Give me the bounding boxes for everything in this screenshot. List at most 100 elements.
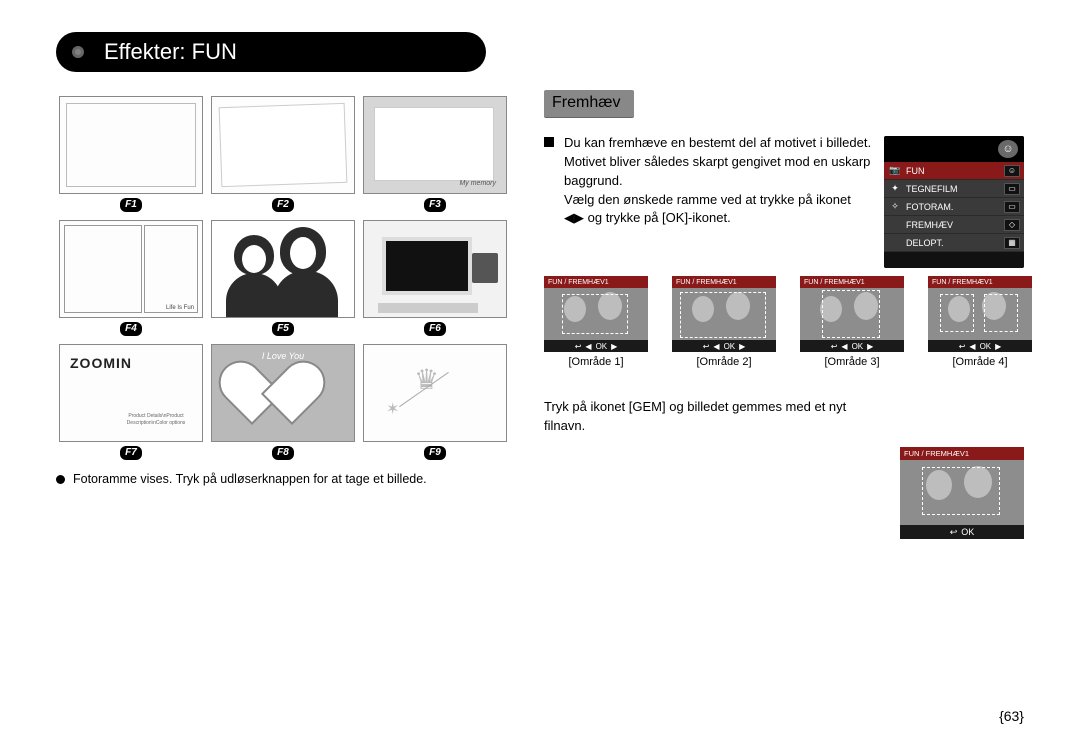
frame-label: F4 bbox=[120, 322, 142, 336]
highlight-box bbox=[940, 294, 974, 332]
preview-image: FUN / FREMHÆV1 ↩ ◀ OK ▶ bbox=[800, 276, 904, 352]
frame-label: F1 bbox=[120, 198, 142, 212]
menu-item-delopt[interactable]: DELOPT. ▦ bbox=[884, 234, 1024, 252]
save-note-text: Tryk på ikonet [GEM] og billedet gemmes … bbox=[544, 398, 884, 436]
section-heading: Fremhæv bbox=[544, 90, 634, 118]
frame-f1: F1 bbox=[56, 90, 206, 212]
frame-label: F8 bbox=[272, 446, 294, 460]
ok-label: OK bbox=[980, 342, 992, 351]
back-icon: ↩ bbox=[831, 342, 838, 351]
frame-f3: My memory F3 bbox=[360, 90, 510, 212]
ok-label: OK bbox=[724, 342, 736, 351]
ok-label: OK bbox=[961, 527, 974, 537]
page-number: {63} bbox=[999, 708, 1024, 724]
ok-label: OK bbox=[596, 342, 608, 351]
preview-4: FUN / FREMHÆV1 ↩ ◀ OK ▶ [Område 4] bbox=[928, 276, 1032, 368]
preview-image: FUN / FREMHÆV1 ↩ ◀ OK ▶ bbox=[672, 276, 776, 352]
frame-f6: F6 bbox=[360, 214, 510, 336]
left-column: F1 F2 My memory F3 Life Is Fun F4 bbox=[56, 90, 510, 486]
frame-label: F3 bbox=[424, 198, 446, 212]
frame-label: F7 bbox=[120, 446, 142, 460]
frame-caption: I Love You bbox=[212, 351, 354, 361]
zoomin-subtext: Product Details\nProduct Description\nCo… bbox=[110, 413, 202, 427]
smiley-icon: ☺ bbox=[1004, 165, 1020, 177]
menu-item-fremhaev[interactable]: FREMHÆV ◇ bbox=[884, 216, 1024, 234]
preview-label: [Område 3] bbox=[800, 356, 904, 368]
back-icon: ↩ bbox=[703, 342, 710, 351]
frame-thumb: ZOOMIN Product Details\nProduct Descript… bbox=[59, 344, 203, 442]
para2b-text: og trykke på [OK]-ikonet. bbox=[588, 210, 731, 225]
page-title-bar: Effekter: FUN bbox=[56, 32, 486, 72]
arrow-icons: ◀▶ bbox=[564, 210, 584, 225]
left-note: Fotoramme vises. Tryk på udløserknappen … bbox=[56, 472, 510, 486]
frame-thumb bbox=[211, 220, 355, 318]
highlight-box bbox=[984, 294, 1018, 332]
intro-paragraph: Du kan fremhæve en bestemt del af motive… bbox=[544, 134, 874, 228]
menu-label: FUN bbox=[906, 166, 925, 176]
menu-footer bbox=[884, 252, 1024, 268]
menu-label: FOTORAM. bbox=[906, 202, 953, 212]
star-icon: ✦ bbox=[888, 183, 902, 194]
frame-caption: My memory bbox=[459, 180, 496, 187]
zoomin-title: ZOOMIN bbox=[70, 355, 132, 371]
menu-label: TEGNEFILM bbox=[906, 184, 958, 194]
frame-thumb: My memory bbox=[363, 96, 507, 194]
preview-2: FUN / FREMHÆV1 ↩ ◀ OK ▶ [Område 2] bbox=[672, 276, 776, 368]
preview-image: FUN / FREMHÆV1 ↩ ◀ OK ▶ bbox=[928, 276, 1032, 352]
preview-header: FUN / FREMHÆV1 bbox=[900, 447, 1024, 460]
frame-label: F9 bbox=[424, 446, 446, 460]
highlight-box bbox=[822, 290, 880, 338]
menu-item-tegnefilm[interactable]: ✦ TEGNEFILM ▭ bbox=[884, 180, 1024, 198]
preview-row: FUN / FREMHÆV1 ↩ ◀ OK ▶ [Område 1] FUN /… bbox=[544, 276, 1024, 368]
frame-thumb bbox=[59, 96, 203, 194]
spark-icon: ✧ bbox=[888, 201, 902, 212]
thumb-icon: ▦ bbox=[1004, 237, 1020, 249]
back-icon: ↩ bbox=[950, 527, 958, 538]
preview-footer: ↩ ◀ OK ▶ bbox=[544, 340, 648, 352]
preview-header: FUN / FREMHÆV1 bbox=[544, 276, 648, 288]
frame-grid: F1 F2 My memory F3 Life Is Fun F4 bbox=[56, 90, 510, 460]
preview-footer: ↩ ◀ OK ▶ bbox=[928, 340, 1032, 352]
camera-icon: 📷 bbox=[888, 165, 902, 176]
menu-header: ☺ bbox=[884, 136, 1024, 162]
frame-f9: ♛ ✶ F9 bbox=[360, 338, 510, 460]
frame-f4: Life Is Fun F4 bbox=[56, 214, 206, 336]
menu-item-fotoram[interactable]: ✧ FOTORAM. ▭ bbox=[884, 198, 1024, 216]
highlight-box bbox=[922, 467, 1000, 515]
back-icon: ↩ bbox=[575, 342, 582, 351]
thumb-icon: ▭ bbox=[1004, 183, 1020, 195]
highlight-box bbox=[562, 294, 628, 334]
thumb-icon: ▭ bbox=[1004, 201, 1020, 213]
left-note-text: Fotoramme vises. Tryk på udløserknappen … bbox=[73, 472, 427, 486]
frame-thumb: Life Is Fun bbox=[59, 220, 203, 318]
frame-thumb: I Love You bbox=[211, 344, 355, 442]
big-preview: FUN / FREMHÆV1 ↩ OK bbox=[900, 447, 1024, 539]
frame-label: F5 bbox=[272, 322, 294, 336]
frame-f8: I Love You F8 bbox=[208, 338, 358, 460]
menu-item-fun[interactable]: 📷 FUN ☺ bbox=[884, 162, 1024, 180]
menu-label: DELOPT. bbox=[906, 238, 944, 248]
star-icon: ✶ bbox=[386, 399, 399, 419]
back-icon: ↩ bbox=[959, 342, 966, 351]
para1-text: Du kan fremhæve en bestemt del af motive… bbox=[564, 135, 871, 188]
frame-label: F2 bbox=[272, 198, 294, 212]
frame-caption: Life Is Fun bbox=[166, 305, 194, 311]
preview-footer: ↩ ◀ OK ▶ bbox=[800, 340, 904, 352]
ok-label: OK bbox=[852, 342, 864, 351]
frame-f5: F5 bbox=[208, 214, 358, 336]
frame-thumb bbox=[211, 96, 355, 194]
bullet-icon bbox=[56, 475, 65, 484]
page-title: Effekter: FUN bbox=[104, 39, 237, 65]
highlight-box bbox=[680, 292, 766, 338]
frame-thumb: ♛ ✶ bbox=[363, 344, 507, 442]
menu-label: FREMHÆV bbox=[906, 220, 953, 230]
save-note: Tryk på ikonet [GEM] og billedet gemmes … bbox=[544, 398, 884, 436]
camera-menu: ☺ 📷 FUN ☺ ✦ TEGNEFILM ▭ ✧ FOTORAM. ▭ FRE… bbox=[884, 136, 1024, 268]
preview-footer: ↩ ◀ OK ▶ bbox=[672, 340, 776, 352]
preview-header: FUN / FREMHÆV1 bbox=[928, 276, 1032, 288]
square-bullet-icon bbox=[544, 137, 554, 147]
preview-footer: ↩ OK bbox=[900, 525, 1024, 539]
frame-f7: ZOOMIN Product Details\nProduct Descript… bbox=[56, 338, 206, 460]
preview-label: [Område 2] bbox=[672, 356, 776, 368]
preview-label: [Område 1] bbox=[544, 356, 648, 368]
